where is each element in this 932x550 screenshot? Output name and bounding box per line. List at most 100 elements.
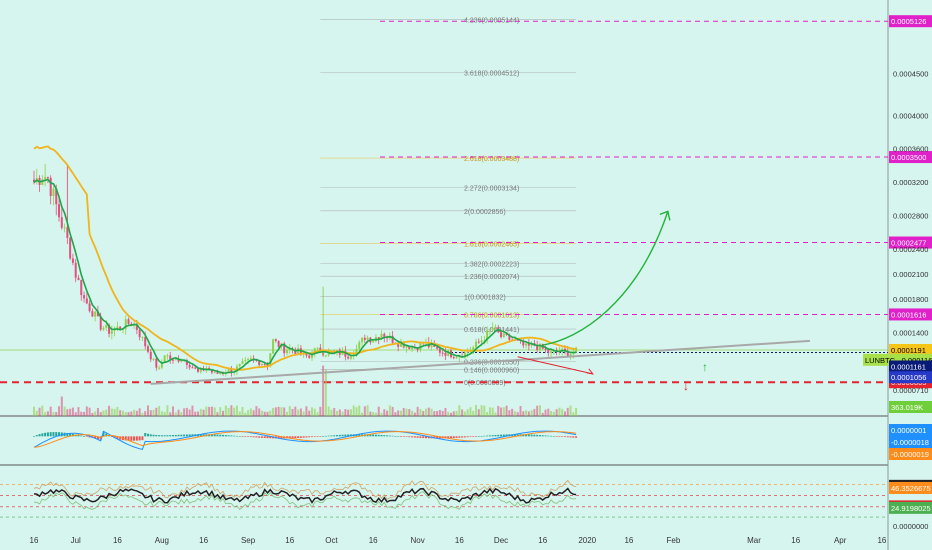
candle-body[interactable] [244, 359, 247, 362]
candle-body[interactable] [58, 204, 61, 218]
candle-body[interactable] [477, 341, 480, 343]
candle-body[interactable] [466, 351, 469, 353]
candle-body[interactable] [94, 311, 97, 317]
candle-body[interactable] [188, 364, 191, 368]
price-candles[interactable] [33, 164, 578, 377]
candle-body[interactable] [116, 326, 119, 329]
candle-body[interactable] [230, 369, 233, 373]
candle-body[interactable] [355, 348, 358, 355]
candle-body[interactable] [525, 343, 528, 346]
candle-body[interactable] [380, 333, 383, 339]
candle-body[interactable] [455, 357, 458, 359]
candle-body[interactable] [272, 339, 275, 354]
candle-body[interactable] [163, 355, 166, 362]
candle-body[interactable] [508, 334, 511, 340]
candle-body[interactable] [480, 340, 483, 343]
candle-body[interactable] [247, 358, 250, 360]
candle-body[interactable] [119, 326, 122, 330]
candle-body[interactable] [383, 333, 386, 337]
candle-body[interactable] [452, 357, 455, 359]
candle-body[interactable] [127, 319, 130, 324]
time-axis[interactable]: 16 Jul 16 Aug 16 Sep 16 Oct 16 Nov 16 Dec 16 2020 16 Fe… [30, 536, 887, 545]
candle-body[interactable] [55, 188, 58, 205]
candle-body[interactable] [544, 348, 547, 350]
candle-body[interactable] [241, 361, 244, 364]
candle-body[interactable] [563, 348, 566, 351]
candle-body[interactable] [52, 188, 55, 196]
candle-body[interactable] [491, 328, 494, 330]
candle-body[interactable] [441, 352, 444, 354]
candle-body[interactable] [297, 348, 300, 354]
candle-body[interactable] [444, 352, 447, 356]
price-axis[interactable]: 0.0004500 0.0004000 0.0003600 0.0003200 0.00… [863, 69, 932, 395]
candle-body[interactable] [133, 324, 136, 326]
candle-body[interactable] [160, 361, 163, 368]
candle-body[interactable] [258, 360, 261, 366]
candle-body[interactable] [327, 351, 330, 356]
candle-body[interactable] [483, 340, 486, 342]
candle-body[interactable] [438, 348, 441, 353]
candle-body[interactable] [347, 356, 350, 359]
candle-body[interactable] [91, 311, 94, 317]
candle-body[interactable] [522, 340, 525, 346]
candle-body[interactable] [210, 369, 213, 373]
candle-body[interactable] [316, 347, 319, 349]
candle-body[interactable] [419, 342, 422, 350]
candle-body[interactable] [144, 337, 147, 347]
candle-body[interactable] [124, 319, 127, 329]
candle-body[interactable] [74, 262, 77, 278]
candle-body[interactable] [366, 337, 369, 340]
candle-body[interactable] [135, 324, 138, 330]
candle-body[interactable] [358, 342, 361, 349]
candle-body[interactable] [405, 345, 408, 348]
candle-body[interactable] [550, 351, 553, 353]
candle-body[interactable] [349, 356, 352, 359]
candle-body[interactable] [149, 351, 152, 360]
candle-body[interactable] [505, 333, 508, 335]
candle-body[interactable] [85, 298, 88, 304]
candle-body[interactable] [238, 363, 241, 367]
candle-body[interactable] [249, 358, 252, 360]
candle-body[interactable] [502, 333, 505, 338]
candle-body[interactable] [397, 344, 400, 347]
candle-body[interactable] [372, 341, 375, 343]
candle-body[interactable] [177, 359, 180, 362]
candle-body[interactable] [110, 330, 113, 334]
candle-body[interactable] [152, 358, 155, 360]
candle-body[interactable] [71, 258, 74, 263]
candle-body[interactable] [155, 358, 158, 368]
candle-body[interactable] [263, 363, 266, 365]
candle-body[interactable] [391, 335, 394, 343]
candle-body[interactable] [166, 355, 169, 357]
candle-body[interactable] [49, 177, 52, 196]
candle-body[interactable] [494, 327, 497, 329]
candle-body[interactable] [108, 324, 111, 334]
candle-body[interactable] [377, 337, 380, 339]
candle-body[interactable] [475, 341, 478, 348]
candle-body[interactable] [63, 227, 66, 229]
candle-body[interactable] [538, 343, 541, 350]
candle-body[interactable] [274, 339, 277, 341]
candle-body[interactable] [77, 277, 80, 281]
macd-panel[interactable]: 0.0000001 -0.0000018 -0.0000019 [33, 424, 932, 460]
candle-body[interactable] [285, 350, 288, 354]
candle-body[interactable] [227, 369, 230, 373]
candle-body[interactable] [447, 350, 450, 356]
candle-body[interactable] [174, 359, 177, 361]
candle-body[interactable] [363, 337, 366, 340]
candle-body[interactable] [141, 337, 144, 339]
candle-body[interactable] [516, 339, 519, 341]
candle-body[interactable] [324, 355, 327, 357]
candle-body[interactable] [277, 340, 280, 347]
candle-body[interactable] [288, 348, 291, 351]
candle-body[interactable] [399, 342, 402, 347]
candle-body[interactable] [46, 177, 49, 179]
candle-body[interactable] [536, 345, 539, 350]
candle-body[interactable] [199, 368, 202, 372]
candle-body[interactable] [216, 372, 219, 374]
candle-body[interactable] [486, 330, 489, 341]
candle-body[interactable] [41, 179, 44, 185]
candle-body[interactable] [361, 337, 364, 343]
candle-body[interactable] [83, 295, 86, 299]
